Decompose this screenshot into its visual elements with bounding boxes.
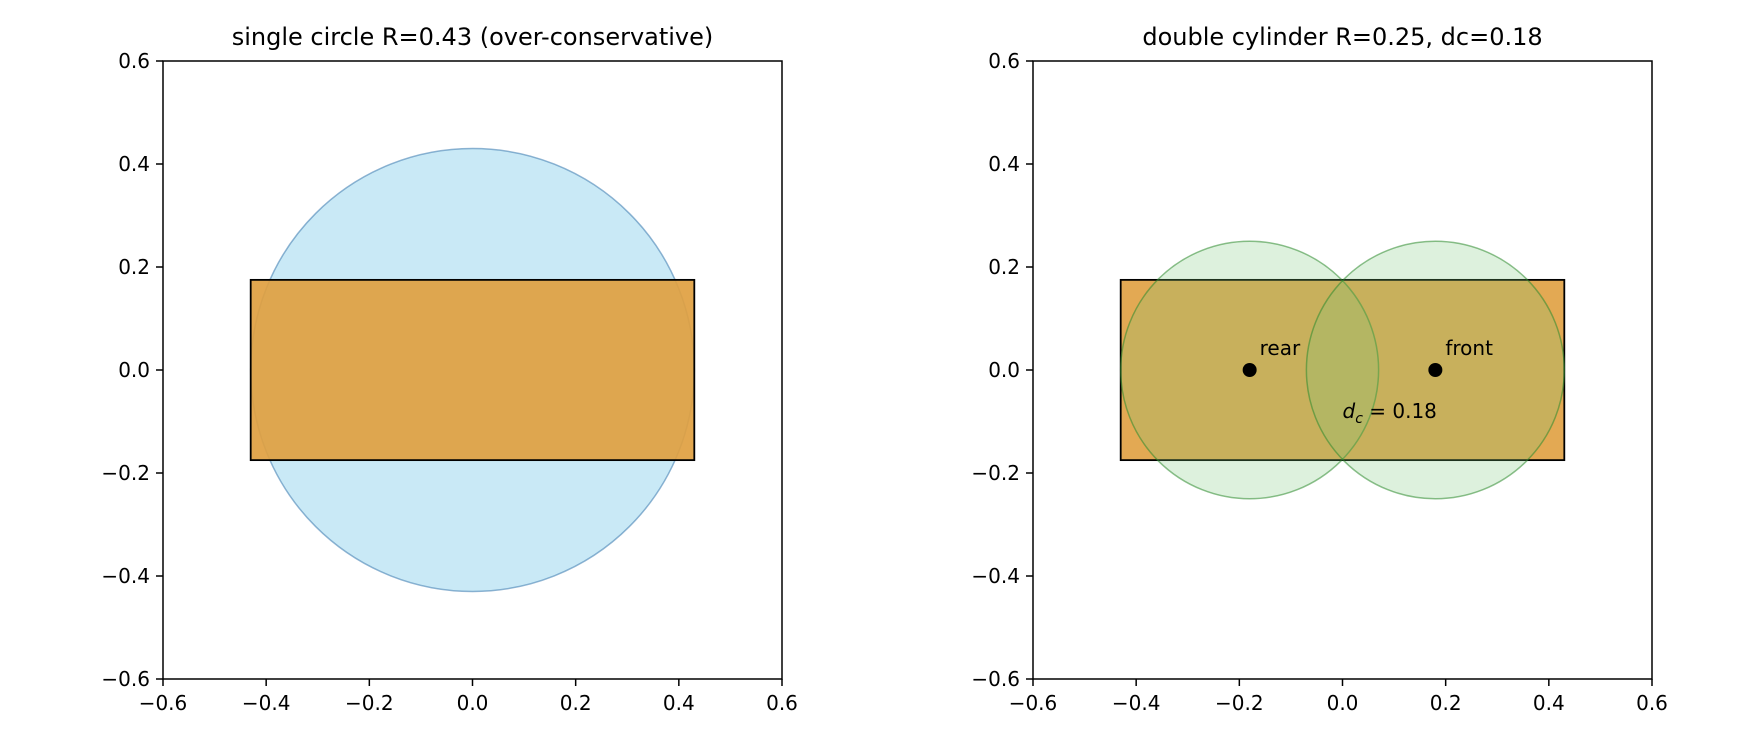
right-x-tick-label: 0.4 (1533, 691, 1565, 715)
left-y-tick-label: −0.6 (101, 667, 150, 691)
rear-label: rear (1260, 336, 1301, 360)
left-x-tick-label: −0.6 (139, 691, 188, 715)
right-y-tick-label: −0.4 (971, 564, 1020, 588)
right-chart-title: double cylinder R=0.25, dc=0.18 (1142, 23, 1542, 51)
left-y-tick-label: 0.2 (118, 255, 150, 279)
left-x-tick-label: 0.6 (766, 691, 798, 715)
left-y-tick-label: −0.4 (101, 564, 150, 588)
right-axes: −0.6 −0.4 −0.2 0.0 0.2 0.4 0.6 −0.6 −0.4 −0.2 0.0 0… (971, 49, 1667, 715)
left-x-tick-label: −0.2 (345, 691, 394, 715)
right-y-tick-label: 0.0 (988, 358, 1020, 382)
right-x-tick-label: −0.6 (1009, 691, 1058, 715)
right-y-tick-label: 0.6 (988, 49, 1020, 73)
right-y-tick-label: −0.2 (971, 461, 1020, 485)
left-x-tick-label: 0.2 (560, 691, 592, 715)
left-x-tick-label: 0.0 (457, 691, 489, 715)
left-plot-area (249, 147, 696, 593)
vehicle-rectangle (249, 278, 696, 462)
right-y-tick-label: 0.4 (988, 152, 1020, 176)
front-label: front (1445, 336, 1493, 360)
front-center-point (1428, 363, 1443, 377)
right-x-tick-label: −0.4 (1112, 691, 1161, 715)
right-plot-area: rear front dc = 0.18 (1119, 240, 1566, 500)
left-chart-panel: single circle R=0.43 (over-conservative)… (101, 23, 797, 715)
right-x-tick-label: 0.2 (1430, 691, 1462, 715)
left-y-tick-label: −0.2 (101, 461, 150, 485)
left-y-tick-label: 0.0 (118, 358, 150, 382)
left-x-tick-label: −0.4 (242, 691, 291, 715)
right-x-tick-label: 0.0 (1327, 691, 1359, 715)
left-plot-content (249, 147, 696, 593)
right-y-tick-label: 0.2 (988, 255, 1020, 279)
right-chart-panel: double cylinder R=0.25, dc=0.18 rear fron… (971, 23, 1667, 715)
rear-center-point (1242, 363, 1257, 377)
left-x-tick-label: 0.4 (663, 691, 695, 715)
vehicle-rectangle (1119, 278, 1566, 462)
right-plot-content: rear front dc = 0.18 (1119, 240, 1566, 500)
left-chart-title: single circle R=0.43 (over-conservative) (232, 23, 714, 51)
right-x-tick-label: −0.2 (1215, 691, 1264, 715)
left-y-tick-label: 0.6 (118, 49, 150, 73)
right-y-tick-label: −0.6 (971, 667, 1020, 691)
left-y-tick-label: 0.4 (118, 152, 150, 176)
left-axes: −0.6 −0.4 −0.2 0.0 0.2 0.4 0.6 −0.6 −0.4 −0.2 0.0 0… (101, 49, 797, 715)
dc-annotation: dc = 0.18 (1343, 399, 1437, 427)
right-x-tick-label: 0.6 (1636, 691, 1668, 715)
